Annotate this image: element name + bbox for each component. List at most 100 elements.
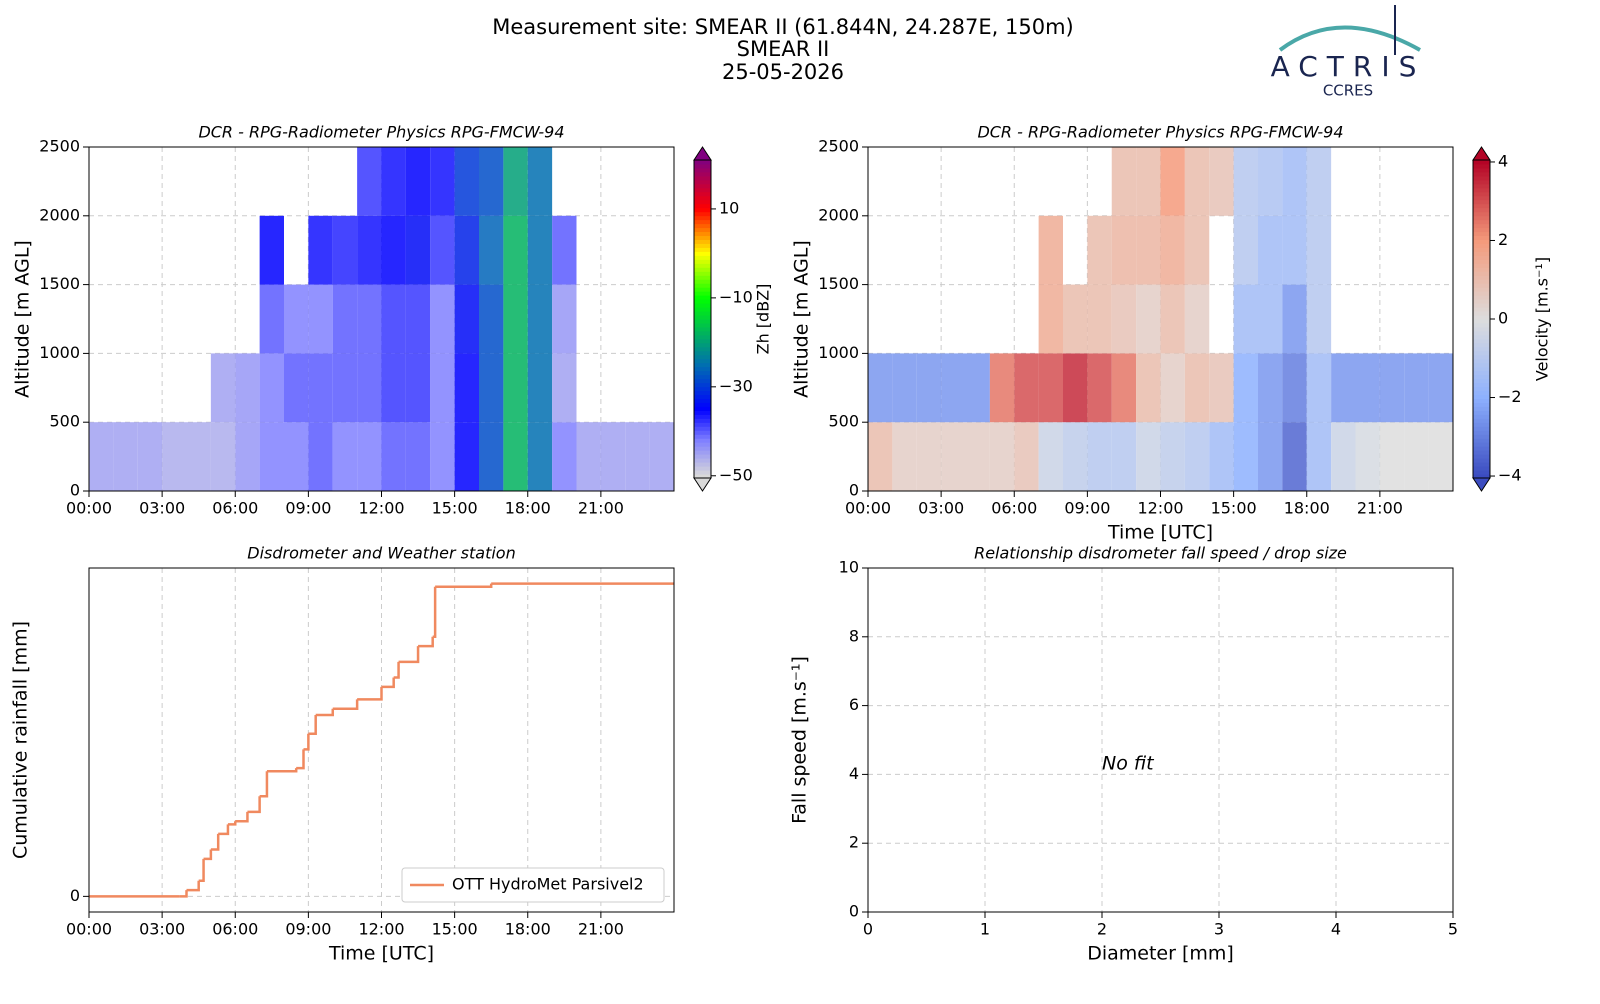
colorbar-swatch bbox=[694, 215, 711, 221]
line-step bbox=[398, 646, 420, 664]
colorbar-swatch bbox=[694, 354, 711, 360]
y-tick-label: 0 bbox=[849, 481, 859, 500]
heat-cell bbox=[1306, 422, 1332, 491]
colorbar-swatch bbox=[694, 227, 711, 233]
heat-cell bbox=[965, 422, 990, 491]
x-tick-label: 12:00 bbox=[358, 920, 404, 939]
colorbar-swatch bbox=[1473, 191, 1490, 197]
line-step bbox=[357, 686, 383, 701]
heat-cell bbox=[454, 284, 479, 354]
colorbar-swatch bbox=[694, 358, 711, 364]
colorbar-swatch bbox=[1473, 219, 1490, 225]
colorbar-swatch bbox=[694, 402, 711, 407]
colorbar-swatch bbox=[694, 160, 711, 165]
colorbar-swatch bbox=[694, 307, 711, 312]
y-tick-label: 1000 bbox=[39, 343, 80, 362]
colorbar-swatch bbox=[694, 299, 711, 304]
colorbar-swatch bbox=[694, 366, 711, 372]
colorbar-swatch bbox=[1473, 338, 1490, 344]
x-tick-label: 03:00 bbox=[139, 920, 185, 939]
colorbar-swatch bbox=[1473, 406, 1490, 411]
colorbar-swatch bbox=[1473, 470, 1490, 475]
y-axis-label: Fall speed [m.s⁻¹] bbox=[789, 656, 811, 824]
x-tick-label: 09:00 bbox=[1064, 499, 1110, 518]
axes-frame bbox=[867, 567, 1454, 913]
line-step bbox=[308, 714, 317, 735]
heat-cell bbox=[430, 353, 455, 423]
x-tick-label: 03:00 bbox=[139, 499, 185, 518]
colorbar-swatch bbox=[1473, 247, 1490, 252]
heat-cell bbox=[430, 284, 455, 354]
heat-cell bbox=[210, 422, 236, 491]
x-tick-label: 18:00 bbox=[505, 920, 551, 939]
logo-subtitle: CCRES bbox=[1323, 82, 1373, 100]
colorbar-swatch bbox=[1473, 394, 1490, 399]
colorbar-swatch bbox=[694, 295, 711, 300]
colorbar-swatch bbox=[694, 303, 711, 308]
heat-cell bbox=[1087, 284, 1112, 354]
panel: DCR - RPG-Radiometer Physics RPG-FMCW-94… bbox=[791, 123, 1552, 544]
heat-cell bbox=[1331, 422, 1356, 491]
colorbar-swatch bbox=[1473, 434, 1490, 439]
colorbar-swatch bbox=[694, 311, 711, 316]
colorbar-swatch bbox=[1473, 382, 1490, 388]
colorbar-swatch bbox=[1473, 326, 1490, 332]
heat-cell bbox=[210, 353, 236, 423]
colorbar-extend-bottom bbox=[693, 477, 712, 492]
heat-cell bbox=[479, 422, 504, 491]
colorbar-swatch bbox=[694, 167, 711, 173]
colorbar-extend-top bbox=[1472, 146, 1491, 161]
heat-cell bbox=[1136, 147, 1161, 216]
heat-cell bbox=[308, 353, 333, 423]
heat-cell bbox=[1184, 147, 1210, 216]
colorbar-extend-bottom bbox=[1472, 477, 1491, 492]
colorbar-swatch bbox=[1473, 370, 1490, 376]
colorbar-swatch bbox=[1473, 187, 1490, 193]
line-step bbox=[259, 771, 269, 798]
heat-cell bbox=[1087, 422, 1112, 491]
heat-cell bbox=[1136, 215, 1161, 285]
heat-cell bbox=[1063, 284, 1088, 354]
colorbar-swatch bbox=[1473, 255, 1490, 260]
heat-cell bbox=[941, 422, 966, 491]
colorbar-swatch bbox=[1473, 307, 1490, 312]
heat-cell bbox=[1136, 422, 1161, 491]
heat-cell bbox=[137, 422, 163, 491]
colorbar-swatch bbox=[694, 398, 711, 403]
heat-cell bbox=[430, 215, 455, 285]
heat-cell bbox=[527, 353, 553, 423]
line-step bbox=[381, 677, 395, 689]
x-tick-label: 3 bbox=[1214, 920, 1224, 939]
colorbar-swatch bbox=[694, 187, 711, 193]
heat-cell bbox=[479, 215, 504, 285]
heat-cell bbox=[1209, 147, 1234, 216]
colorbar-swatch bbox=[1473, 179, 1490, 185]
colorbar-swatch bbox=[694, 259, 711, 264]
colorbar-label: Zh [dBZ] bbox=[754, 284, 773, 355]
y-tick-label: 500 bbox=[49, 412, 80, 431]
x-tick-label: 09:00 bbox=[285, 499, 331, 518]
y-axis-label: Cumulative rainfall [mm] bbox=[10, 621, 32, 859]
colorbar-swatch bbox=[694, 342, 711, 348]
heat-cell bbox=[552, 215, 577, 285]
heat-cell bbox=[989, 422, 1015, 491]
heat-cell bbox=[1184, 422, 1210, 491]
colorbar-swatch bbox=[1473, 390, 1490, 396]
heat-cell bbox=[1111, 147, 1137, 216]
heat-cell bbox=[1258, 353, 1283, 423]
x-tick-label: 06:00 bbox=[212, 920, 258, 939]
heat-cell bbox=[527, 422, 553, 491]
colorbar-swatch bbox=[694, 195, 711, 201]
heat-cell bbox=[308, 284, 333, 354]
logo-arc bbox=[1278, 25, 1421, 52]
line-step bbox=[432, 586, 437, 639]
colorbar-swatch bbox=[1473, 315, 1490, 320]
heat-cell bbox=[1306, 284, 1332, 354]
line-step bbox=[315, 708, 334, 717]
panel-title: DCR - RPG-Radiometer Physics RPG-FMCW-94 bbox=[198, 123, 564, 142]
colorbar-swatch bbox=[1473, 334, 1490, 340]
heat-cell bbox=[892, 353, 917, 423]
colorbar-swatch bbox=[694, 199, 711, 205]
colorbar-swatch bbox=[694, 255, 711, 260]
x-tick-label: 21:00 bbox=[578, 499, 624, 518]
